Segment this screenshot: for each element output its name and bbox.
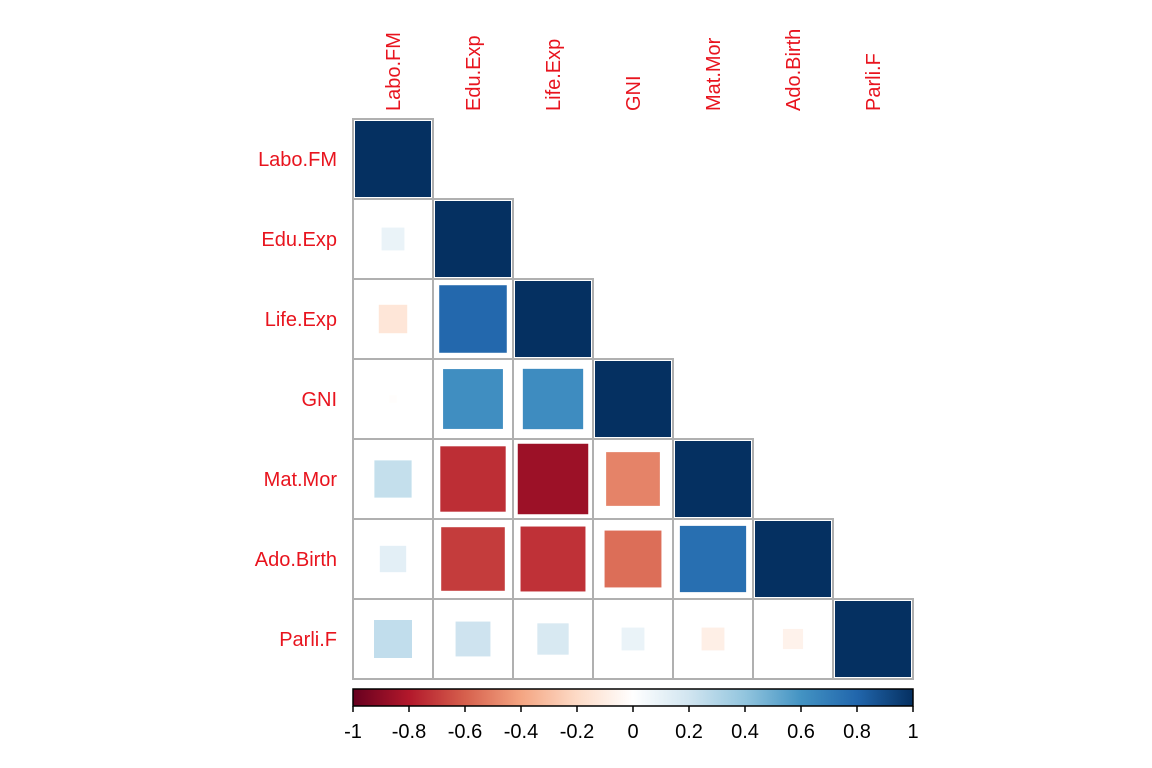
corr-square-Parli.F-Parli.F [835,601,911,677]
corr-square-Life.Exp-Labo.FM [378,304,408,334]
colorbar-tick-label: 0 [627,721,638,743]
colorbar-tick-label: -0.8 [392,721,426,743]
row-label: Parli.F [279,629,337,651]
row-label: Ado.Birth [255,549,337,571]
corr-square-Edu.Exp-Edu.Exp [435,201,511,277]
cell-Parli.F-Labo.FM [352,598,434,680]
corr-square-Ado.Birth-Edu.Exp [441,527,505,591]
colorbar-tick-label: -1 [344,721,362,743]
corr-square-Life.Exp-Life.Exp [515,281,591,357]
colorbar-tick-label: 0.2 [675,721,703,743]
corr-square-Ado.Birth-Labo.FM [379,545,407,573]
colorbar: -1 -0.8 -0.6 -0.4 -0.2 0 0.2 0.4 0.6 0.8 1 [344,688,919,743]
row-label: Mat.Mor [264,469,338,491]
corr-square-Labo.FM-Labo.FM [355,121,431,197]
corr-square-Ado.Birth-Life.Exp [520,526,586,592]
colorbar-tick-label: -0.2 [560,721,594,743]
row-label: Labo.FM [258,149,337,171]
corr-square-Mat.Mor-Life.Exp [517,443,589,515]
corr-square-Parli.F-Ado.Birth [782,628,804,650]
cell-Parli.F-GNI [592,598,674,680]
corr-square-GNI-Life.Exp [522,368,584,430]
colorbar-gradient [352,688,914,707]
cell-layer [352,118,914,680]
corr-square-Parli.F-Mat.Mor [701,627,725,651]
corr-square-Edu.Exp-Labo.FM [381,227,405,251]
colorbar-tick-label: -0.4 [504,721,538,743]
colorbar-tick-label: 0.6 [787,721,815,743]
corr-square-Mat.Mor-Mat.Mor [675,441,751,517]
corr-square-Mat.Mor-GNI [606,452,660,506]
column-labels: Labo.FM Edu.Exp Life.Exp GNI Mat.Mor Ado.Birt… [383,29,885,111]
column-label: Mat.Mor [703,37,725,111]
column-label: Edu.Exp [463,35,485,111]
corr-square-GNI-Labo.FM [389,395,397,403]
corr-square-Ado.Birth-Mat.Mor [679,525,747,593]
row-label: Life.Exp [265,309,337,331]
row-label: GNI [301,389,337,411]
corr-square-Mat.Mor-Labo.FM [374,460,412,498]
corr-square-Parli.F-Life.Exp [537,623,569,655]
corr-square-Ado.Birth-GNI [604,530,662,588]
corr-square-GNI-Edu.Exp [443,369,503,429]
corr-square-Ado.Birth-Ado.Birth [755,521,831,597]
column-label: Labo.FM [383,32,405,111]
colorbar-tick-label: -0.6 [448,721,482,743]
column-label: Life.Exp [543,39,565,111]
corr-square-GNI-GNI [595,361,671,437]
corr-square-Parli.F-Edu.Exp [455,621,491,657]
corr-square-Parli.F-GNI [621,627,645,651]
colorbar-tick-label: 1 [907,721,918,743]
corr-square-Life.Exp-Edu.Exp [439,285,507,353]
column-label: GNI [623,75,645,111]
column-label: Ado.Birth [783,29,805,111]
column-label: Parli.F [863,53,885,111]
corr-square-Mat.Mor-Edu.Exp [440,446,506,512]
colorbar-tick-label: 0.4 [731,721,759,743]
corr-square-Parli.F-Labo.FM [374,620,412,658]
colorbar-tick-label: 0.8 [843,721,871,743]
row-labels: Labo.FM Edu.Exp Life.Exp GNI Mat.Mor Ado.Birt… [255,149,338,651]
row-label: Edu.Exp [261,229,337,251]
